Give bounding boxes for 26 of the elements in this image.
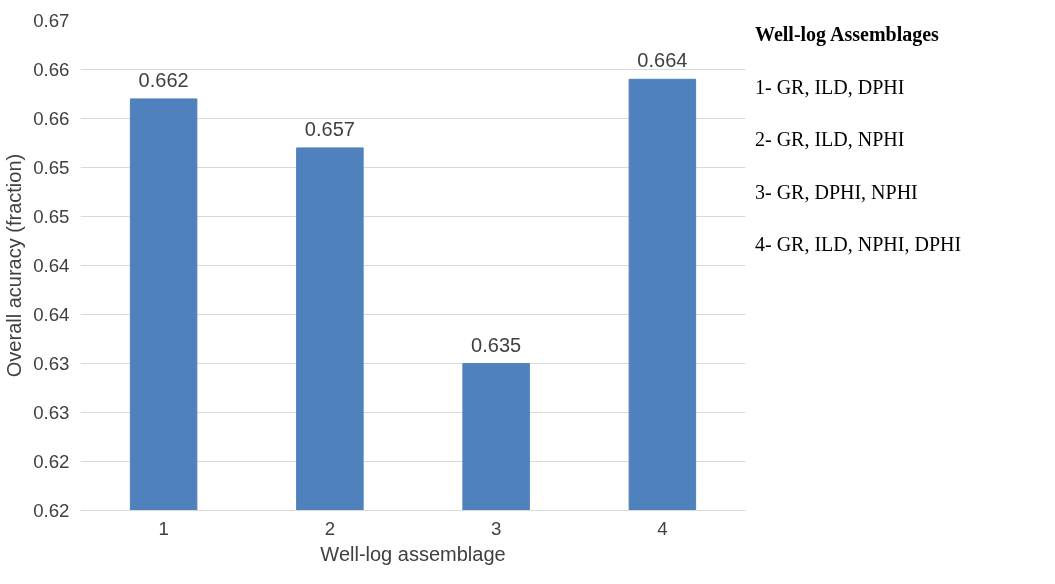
y-tick-label: 0.63 (33, 353, 70, 374)
y-tick-label: 0.65 (33, 206, 70, 227)
x-tick-label: 1 (158, 517, 169, 539)
y-tick-label: 0.62 (33, 500, 70, 521)
data-label: 0.635 (471, 333, 522, 356)
text: 1- GR, ILD, DPHI (755, 74, 906, 100)
text: 3- GR, DPHI, NPHI (755, 179, 919, 205)
data-label: 0.657 (304, 117, 355, 140)
x-tick-label: 4 (657, 517, 668, 539)
data-label: 0.662 (138, 68, 189, 91)
y-tick-label: 0.64 (33, 255, 70, 276)
data-label: 0.664 (637, 49, 688, 72)
x-tick-label: 3 (490, 517, 502, 539)
y-tick-label: 0.63 (33, 402, 70, 423)
x-axis-title: Well-log assemblage (320, 542, 506, 565)
text: Well-log Assemblages (755, 22, 940, 48)
y-tick-label: 0.62 (33, 451, 70, 472)
x-tick-label: 2 (324, 517, 336, 539)
text: 2- GR, ILD, NPHI (755, 127, 906, 153)
y-tick-label: 0.67 (33, 10, 70, 31)
y-tick-label: 0.65 (33, 157, 70, 178)
y-tick-label: 0.64 (33, 304, 70, 325)
y-tick-label: 0.66 (33, 59, 70, 80)
y-axis-title: Overall acuracy (fraction) (3, 153, 26, 378)
y-tick-label: 0.66 (33, 108, 70, 129)
text: 4- GR, ILD, NPHI, DPHI (755, 232, 962, 258)
